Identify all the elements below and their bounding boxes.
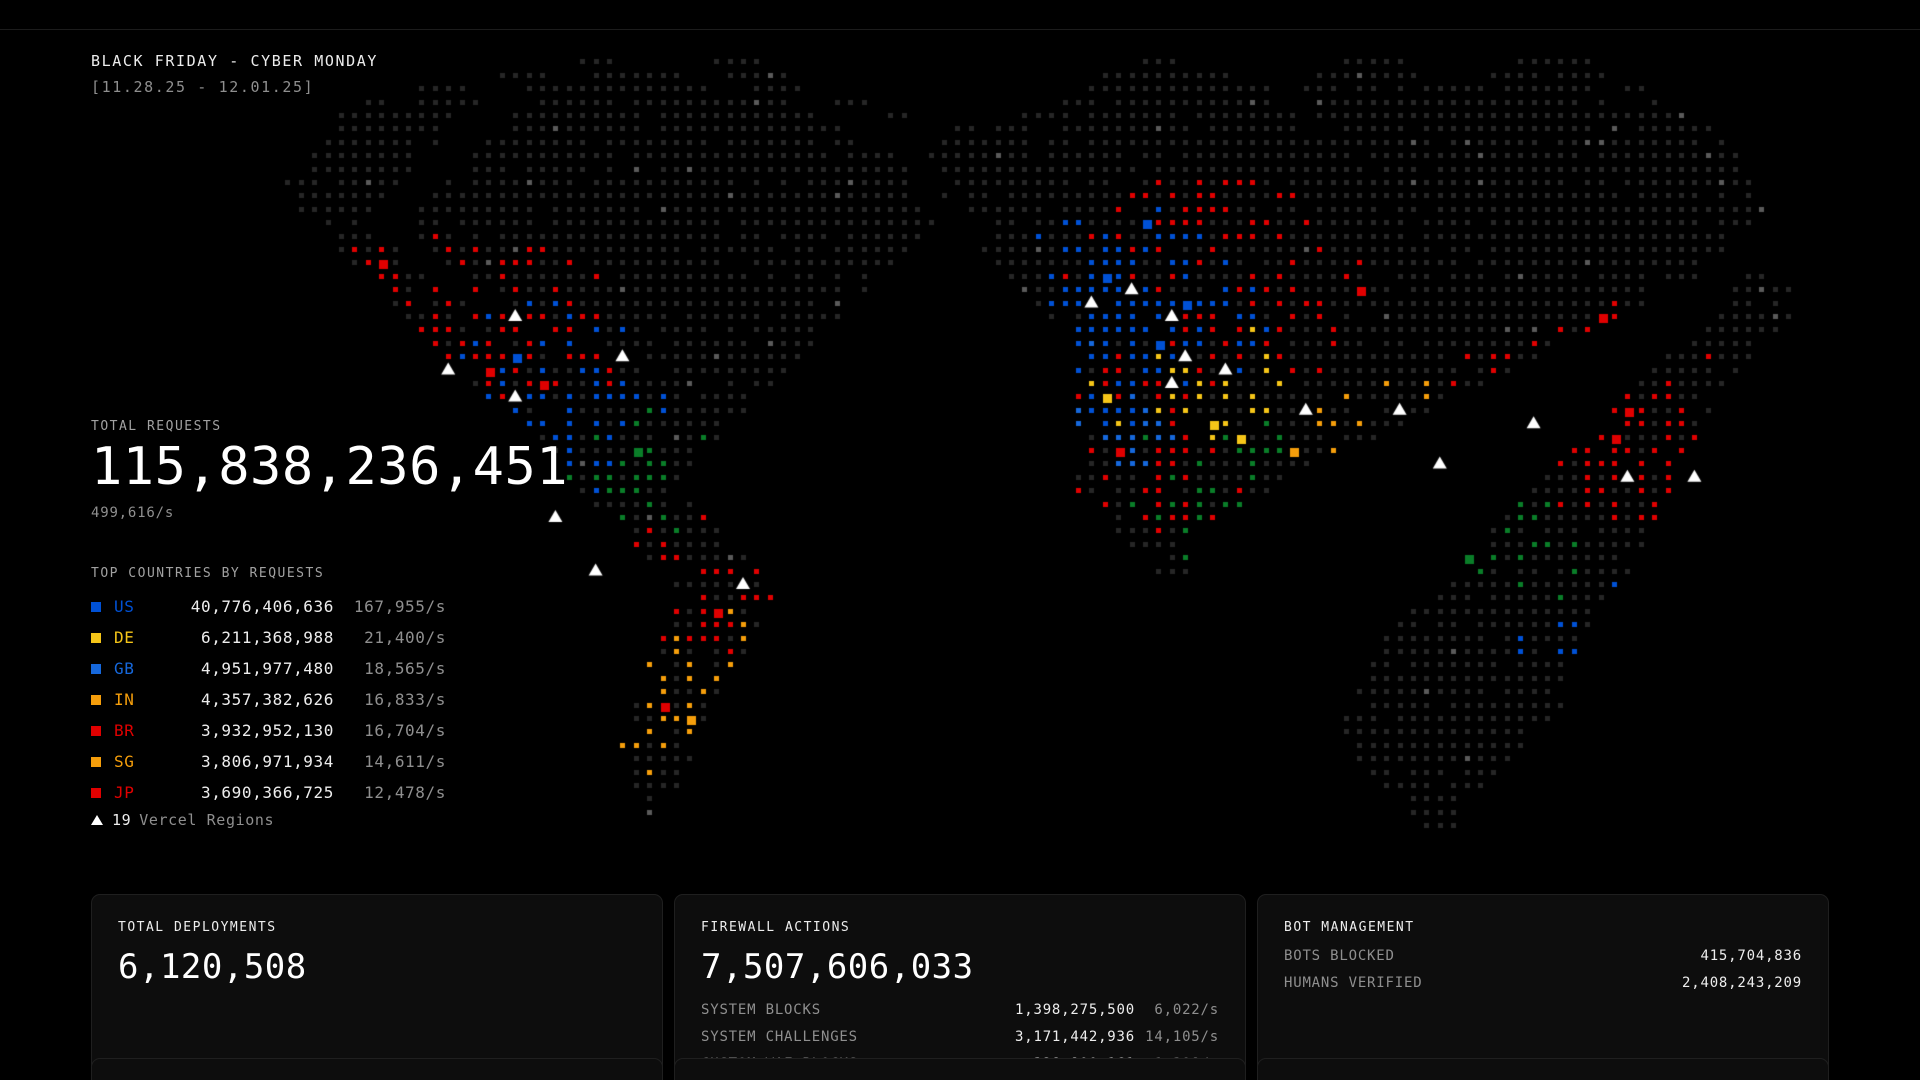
world-map-canvas — [0, 30, 1920, 860]
country-color-swatch — [91, 756, 101, 767]
country-requests: 3,690,366,725 — [200, 783, 334, 802]
country-requests: 4,951,977,480 — [200, 659, 334, 678]
breakdown-row: BOTS BLOCKED 415,704,836 — [1284, 948, 1802, 975]
country-rate: 16,704/s — [364, 721, 446, 740]
country-code: SG — [114, 752, 135, 771]
world-map — [0, 30, 1920, 860]
country-row: GB 4,951,977,480 18,565/s — [91, 653, 446, 684]
regions-label: Vercel Regions — [139, 811, 275, 829]
top-countries-block: TOP COUNTRIES BY REQUESTS US 40,776,406,6… — [91, 563, 446, 808]
card-cut-right — [1257, 1058, 1829, 1080]
breakdown-rate: 6,022/s — [1154, 1002, 1219, 1018]
top-countries-list: US 40,776,406,636 167,955/s DE 6,211,368,988… — [91, 591, 446, 808]
card-bot-management: BOT MANAGEMENT BOTS BLOCKED 415,704,836 HU… — [1257, 894, 1829, 1080]
card-value: 7,507,606,033 — [701, 947, 974, 987]
country-code: BR — [114, 721, 135, 740]
country-code: US — [114, 597, 135, 616]
breakdown-row: SYSTEM CHALLENGES 3,171,442,936 14,105/s — [701, 1029, 1219, 1056]
country-code: IN — [114, 690, 135, 709]
total-requests-label: TOTAL REQUESTS — [91, 419, 222, 434]
country-requests: 6,211,368,988 — [200, 628, 334, 647]
breakdown-row: HUMANS VERIFIED 2,408,243,209 — [1284, 975, 1802, 1002]
country-row: IN 4,357,382,626 16,833/s — [91, 684, 446, 715]
breakdown-value: 2,408,243,209 — [1682, 975, 1802, 991]
country-color-swatch — [91, 601, 101, 612]
country-row: SG 3,806,971,934 14,611/s — [91, 746, 446, 777]
total-requests-block: TOTAL REQUESTS 115,838,236,451 499,616/s — [91, 418, 568, 524]
breakdown-key: HUMANS VERIFIED — [1284, 975, 1423, 991]
country-row: BR 3,932,952,130 16,704/s — [91, 715, 446, 746]
country-code: JP — [114, 783, 135, 802]
breakdown-row: SYSTEM BLOCKS 1,398,275,500 6,022/s — [701, 1002, 1219, 1029]
card-cut-left — [91, 1058, 663, 1080]
country-rate: 21,400/s — [364, 628, 446, 647]
country-code: DE — [114, 628, 135, 647]
date-range: [11.28.25 - 12.01.25] — [91, 78, 315, 96]
triangle-icon — [91, 815, 103, 825]
country-requests: 3,932,952,130 — [200, 721, 334, 740]
country-rate: 18,565/s — [364, 659, 446, 678]
country-row: US 40,776,406,636 167,955/s — [91, 591, 446, 622]
card-label: BOT MANAGEMENT — [1284, 920, 1415, 935]
country-rate: 16,833/s — [364, 690, 446, 709]
country-requests: 40,776,406,636 — [190, 597, 334, 616]
country-rate: 14,611/s — [364, 752, 446, 771]
card-value: 6,120,508 — [118, 947, 307, 987]
country-rate: 12,478/s — [364, 783, 446, 802]
country-color-swatch — [91, 787, 101, 798]
card-label: TOTAL DEPLOYMENTS — [118, 920, 277, 935]
breakdown-value: 1,398,275,500 — [1015, 1002, 1135, 1018]
vercel-regions: 19 Vercel Regions — [91, 811, 274, 829]
breakdown-key: SYSTEM BLOCKS — [701, 1002, 821, 1018]
total-requests-value: 115,838,236,451 — [91, 437, 569, 497]
country-row: JP 3,690,366,725 12,478/s — [91, 777, 446, 808]
top-bar — [0, 0, 1920, 30]
country-requests: 3,806,971,934 — [200, 752, 334, 771]
hero-header: BLACK FRIDAY - CYBER MONDAY [11.28.25 - … — [91, 48, 378, 100]
country-code: GB — [114, 659, 135, 678]
top-countries-label: TOP COUNTRIES BY REQUESTS — [91, 566, 325, 581]
breakdown-key: SYSTEM CHALLENGES — [701, 1029, 858, 1045]
country-requests: 4,357,382,626 — [200, 690, 334, 709]
breakdown-value: 3,171,442,936 — [1015, 1029, 1135, 1045]
country-color-swatch — [91, 694, 101, 705]
card-cut-middle — [674, 1058, 1246, 1080]
stat-card-grid-row2 — [91, 1058, 1829, 1080]
country-color-swatch — [91, 725, 101, 736]
country-row: DE 6,211,368,988 21,400/s — [91, 622, 446, 653]
card-total-deployments: TOTAL DEPLOYMENTS 6,120,508 — [91, 894, 663, 1080]
card-label: FIREWALL ACTIONS — [701, 920, 851, 935]
country-rate: 167,955/s — [353, 597, 446, 616]
page-title: BLACK FRIDAY - CYBER MONDAY — [91, 52, 379, 70]
total-requests-rate: 499,616/s — [91, 505, 175, 521]
country-color-swatch — [91, 632, 101, 643]
bot-breakdown: BOTS BLOCKED 415,704,836 HUMANS VERIFIED 2,… — [1284, 948, 1802, 1002]
stat-card-grid: TOTAL DEPLOYMENTS 6,120,508 FIREWALL ACT… — [91, 894, 1829, 1080]
country-color-swatch — [91, 663, 101, 674]
card-firewall-actions: FIREWALL ACTIONS 7,507,606,033 SYSTEM BL… — [674, 894, 1246, 1080]
breakdown-value: 415,704,836 — [1700, 948, 1802, 964]
breakdown-key: BOTS BLOCKED — [1284, 948, 1395, 964]
breakdown-rate: 14,105/s — [1145, 1029, 1219, 1045]
regions-count: 19 — [112, 811, 132, 829]
